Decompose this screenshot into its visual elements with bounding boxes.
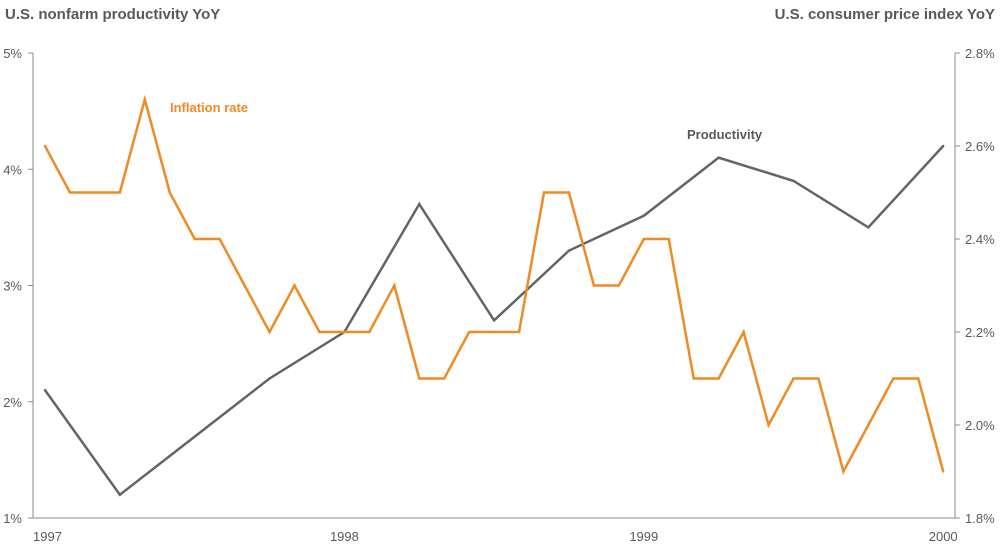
inflation-point bbox=[393, 284, 396, 287]
x-tick-label: 1998 bbox=[330, 529, 359, 544]
inflation-point bbox=[443, 377, 446, 380]
right-axis-title: U.S. consumer price index YoY bbox=[775, 6, 995, 23]
x-tick-label: 1999 bbox=[629, 529, 658, 544]
inflation-point bbox=[467, 330, 471, 334]
right-tick-label: 2.4% bbox=[965, 232, 995, 247]
left-tick-label: 1% bbox=[3, 511, 22, 526]
right-tick-label: 2.8% bbox=[965, 46, 995, 61]
inflation-point bbox=[867, 423, 870, 427]
productivity-series-label: Productivity bbox=[687, 127, 763, 142]
inflation-point bbox=[368, 330, 371, 334]
inflation-point bbox=[43, 144, 47, 148]
inflation-point bbox=[168, 191, 171, 194]
productivity-point bbox=[567, 249, 571, 252]
inflation-point bbox=[243, 284, 246, 287]
inflation-point bbox=[193, 237, 196, 241]
inflation-point bbox=[218, 237, 221, 241]
inflation-point bbox=[343, 330, 346, 334]
inflation-line bbox=[43, 94, 945, 475]
inflation-point bbox=[68, 191, 72, 194]
productivity-point bbox=[942, 144, 945, 148]
left-tick-label: 4% bbox=[3, 162, 22, 177]
left-tick-label: 3% bbox=[3, 279, 22, 294]
productivity-point bbox=[193, 435, 196, 438]
right-tick-label: 2.6% bbox=[965, 139, 995, 154]
productivity-point bbox=[418, 202, 421, 206]
x-tick-label: 2000 bbox=[929, 529, 958, 544]
inflation-point bbox=[567, 191, 571, 194]
inflation-point bbox=[817, 377, 820, 380]
inflation-point bbox=[492, 330, 496, 334]
inflation-point bbox=[418, 377, 421, 380]
productivity-point bbox=[268, 377, 271, 380]
inflation-point bbox=[717, 377, 720, 380]
productivity-point bbox=[792, 179, 795, 183]
inflation-point bbox=[118, 191, 122, 194]
inflation-point bbox=[892, 377, 895, 380]
right-tick-label: 2.2% bbox=[965, 325, 995, 340]
left-axis-title: U.S. nonfarm productivity YoY bbox=[5, 6, 220, 23]
inflation-point bbox=[642, 237, 645, 241]
inflation-point bbox=[143, 98, 146, 101]
productivity-point bbox=[642, 214, 645, 217]
left-tick-label: 5% bbox=[3, 46, 22, 61]
productivity-point bbox=[717, 156, 720, 159]
inflation-point bbox=[293, 284, 296, 287]
x-tick-label: 1997 bbox=[33, 529, 62, 544]
productivity-point bbox=[492, 319, 496, 322]
inflation-point bbox=[692, 377, 695, 380]
inflation-point bbox=[792, 377, 795, 380]
inflation-point bbox=[93, 191, 97, 194]
inflation-point bbox=[617, 284, 621, 287]
productivity-point bbox=[867, 226, 870, 229]
inflation-point bbox=[542, 191, 546, 194]
inflation-point bbox=[667, 237, 670, 241]
inflation-point bbox=[268, 330, 271, 334]
inflation-point bbox=[742, 330, 745, 334]
productivity-point bbox=[118, 493, 122, 496]
inflation-point bbox=[318, 330, 321, 334]
right-tick-label: 1.8% bbox=[965, 511, 995, 526]
left-tick-label: 2% bbox=[3, 395, 22, 410]
inflation-point bbox=[767, 423, 770, 427]
inflation-point bbox=[842, 470, 845, 473]
productivity-point bbox=[43, 388, 47, 392]
inflation-point bbox=[517, 330, 521, 334]
inflation-point bbox=[942, 470, 945, 473]
inflation-point bbox=[592, 284, 596, 287]
inflation-series-label: Inflation rate bbox=[170, 100, 248, 115]
right-tick-label: 2.0% bbox=[965, 418, 995, 433]
inflation-point bbox=[917, 377, 920, 380]
